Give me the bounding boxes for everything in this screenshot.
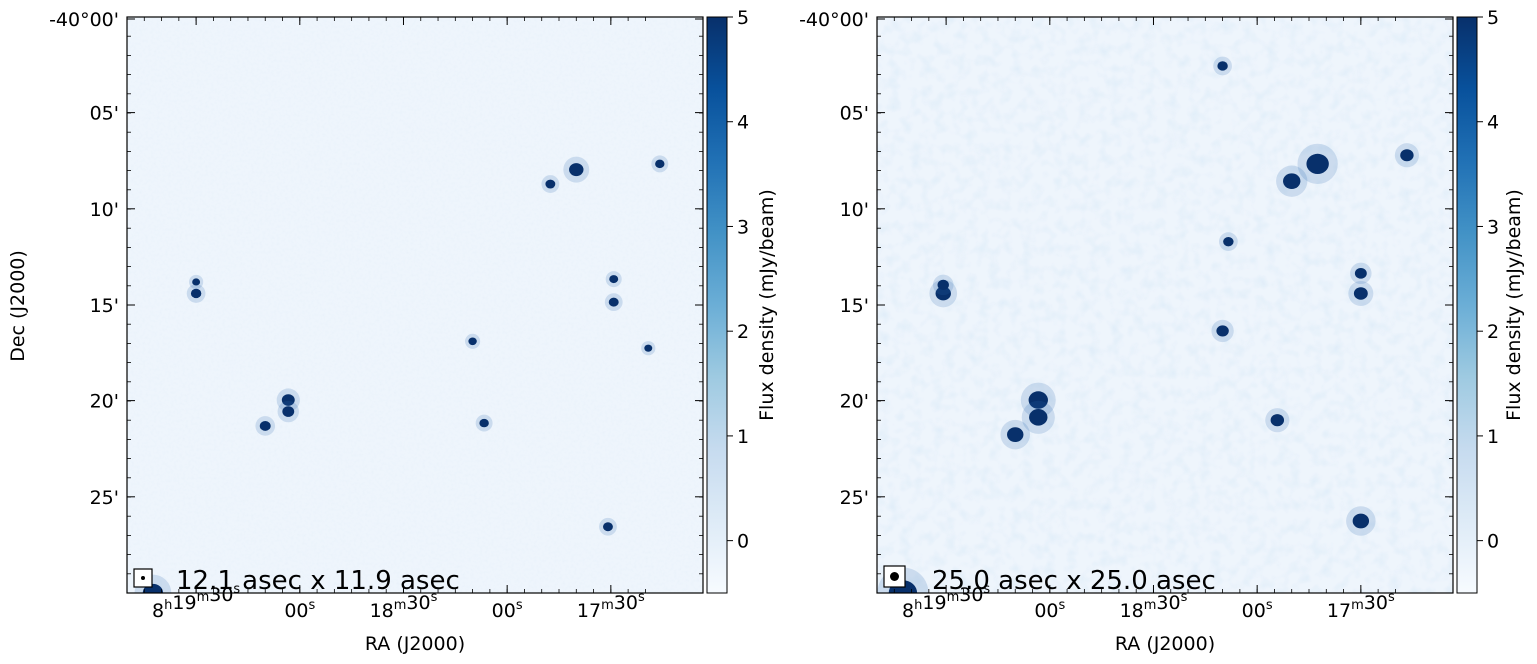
right-axis-ticks: 8h19m30s 00s 18m30s 00s 17m30s -40°00' 05' 10' 1… bbox=[799, 9, 1453, 622]
left-x-tick-label: 8h19m30s bbox=[152, 582, 240, 622]
right-x-tick-label: 17m30s bbox=[1327, 590, 1395, 622]
left-source bbox=[609, 275, 619, 284]
right-colorbar-tick-label: 1 bbox=[1487, 426, 1499, 448]
right-source bbox=[1270, 414, 1285, 427]
left-x-tick-label: 17m30s bbox=[577, 590, 645, 622]
right-source bbox=[1400, 149, 1414, 162]
right-beam-label: 25.0 asec x 25.0 asec bbox=[932, 566, 1216, 596]
right-y-tick-label: 05' bbox=[840, 103, 869, 125]
left-y-tick-label: 15' bbox=[90, 295, 119, 317]
right-colorbar-tick-label: 2 bbox=[1487, 321, 1499, 343]
left-panel: 8h19m30s 00s 18m30s 00s 17m30s -40°00' 05' 10' 1… bbox=[49, 7, 778, 655]
right-beam-indicator: 25.0 asec x 25.0 asec bbox=[883, 565, 1216, 596]
right-colorbar-tick-label: 3 bbox=[1487, 216, 1499, 238]
left-axis-ticks: 8h19m30s 00s 18m30s 00s 17m30s -40°00' 05' 10' 1… bbox=[49, 9, 703, 622]
left-beam-indicator: 12.1 asec x 11.9 asec bbox=[133, 566, 460, 596]
right-beam-icon bbox=[890, 572, 899, 581]
left-source bbox=[479, 418, 489, 428]
left-colorbar-tick-label: 0 bbox=[737, 531, 749, 553]
right-y-tick-label: 10' bbox=[840, 199, 869, 221]
right-colorbar-tick-label: 5 bbox=[1487, 7, 1499, 29]
right-y-tick-label: 25' bbox=[840, 487, 869, 509]
left-source bbox=[655, 159, 665, 169]
right-image-noise bbox=[877, 17, 1453, 593]
right-x-tick-label: 00s bbox=[1242, 598, 1273, 622]
left-sources bbox=[134, 155, 669, 593]
left-beam-label: 12.1 asec x 11.9 asec bbox=[176, 566, 460, 596]
left-colorbar-ticks: 5 4 3 2 1 0 bbox=[727, 7, 749, 553]
left-source bbox=[468, 337, 477, 346]
right-source bbox=[1216, 325, 1229, 337]
left-y-tick-label: -40°00' bbox=[49, 9, 119, 31]
right-colorbar-label: Flux density (mJy/beam) bbox=[1503, 189, 1525, 421]
left-colorbar-tick-label: 4 bbox=[737, 112, 749, 134]
right-source bbox=[935, 286, 951, 301]
right-source bbox=[1352, 513, 1370, 529]
right-source bbox=[1028, 391, 1048, 409]
right-x-tick-label: 18m30s bbox=[1120, 590, 1188, 622]
right-colorbar-tick-label: 4 bbox=[1487, 112, 1499, 134]
left-x-tick-label: 00s bbox=[492, 598, 523, 622]
right-source bbox=[1007, 427, 1024, 442]
left-x-tick-label: 00s bbox=[284, 598, 315, 622]
left-colorbar-gradient bbox=[706, 16, 728, 594]
left-ra-axis-label: RA (J2000) bbox=[365, 633, 465, 655]
right-x-tick-label: 8h19m30s bbox=[902, 582, 990, 622]
right-source bbox=[1029, 409, 1048, 426]
right-x-tick-label: 00s bbox=[1034, 598, 1065, 622]
left-y-tick-label: 25' bbox=[90, 487, 119, 509]
left-source bbox=[190, 288, 202, 299]
left-y-tick-label: 20' bbox=[90, 391, 119, 413]
left-colorbar: 5 4 3 2 1 0 Flux density (mJy/beam) bbox=[706, 7, 778, 594]
left-source bbox=[192, 278, 201, 286]
right-colorbar-ticks: 5 4 3 2 1 0 bbox=[1477, 7, 1499, 553]
left-colorbar-tick-label: 5 bbox=[737, 7, 749, 29]
right-source bbox=[1354, 267, 1367, 279]
left-source bbox=[644, 344, 653, 352]
right-source bbox=[937, 279, 949, 290]
left-image-noise bbox=[127, 17, 703, 593]
right-source bbox=[1353, 287, 1368, 300]
left-x-tick-label: 18m30s bbox=[370, 590, 438, 622]
right-y-tick-label: -40°00' bbox=[799, 9, 869, 31]
right-ra-axis-label: RA (J2000) bbox=[1115, 633, 1215, 655]
right-sources bbox=[877, 56, 1419, 593]
right-colorbar: 5 4 3 2 1 0 Flux density (mJy/beam) bbox=[1456, 7, 1525, 594]
right-source bbox=[1217, 61, 1228, 71]
left-y-tick-label: 05' bbox=[90, 103, 119, 125]
left-colorbar-label: Flux density (mJy/beam) bbox=[756, 189, 778, 421]
left-source bbox=[282, 406, 295, 417]
dec-axis-label: Dec (J2000) bbox=[7, 250, 29, 362]
left-source bbox=[569, 163, 584, 177]
left-colorbar-tick-label: 3 bbox=[737, 216, 749, 238]
left-source bbox=[545, 179, 556, 189]
left-source bbox=[281, 394, 295, 406]
left-source bbox=[259, 421, 271, 431]
left-beam-icon bbox=[141, 576, 145, 580]
right-y-tick-label: 20' bbox=[840, 391, 869, 413]
right-colorbar-tick-label: 0 bbox=[1487, 531, 1499, 553]
left-source bbox=[608, 297, 619, 307]
left-y-tick-label: 10' bbox=[90, 199, 119, 221]
left-colorbar-tick-label: 2 bbox=[737, 321, 749, 343]
right-source bbox=[1223, 236, 1234, 247]
left-source bbox=[603, 522, 613, 532]
left-colorbar-tick-label: 1 bbox=[737, 426, 749, 448]
right-y-tick-label: 15' bbox=[840, 295, 869, 317]
right-panel: 8h19m30s 00s 18m30s 00s 17m30s -40°00' 05' 10' 1… bbox=[799, 7, 1525, 655]
right-source bbox=[1283, 173, 1301, 189]
right-colorbar-gradient bbox=[1456, 16, 1478, 594]
right-source bbox=[1306, 153, 1329, 174]
